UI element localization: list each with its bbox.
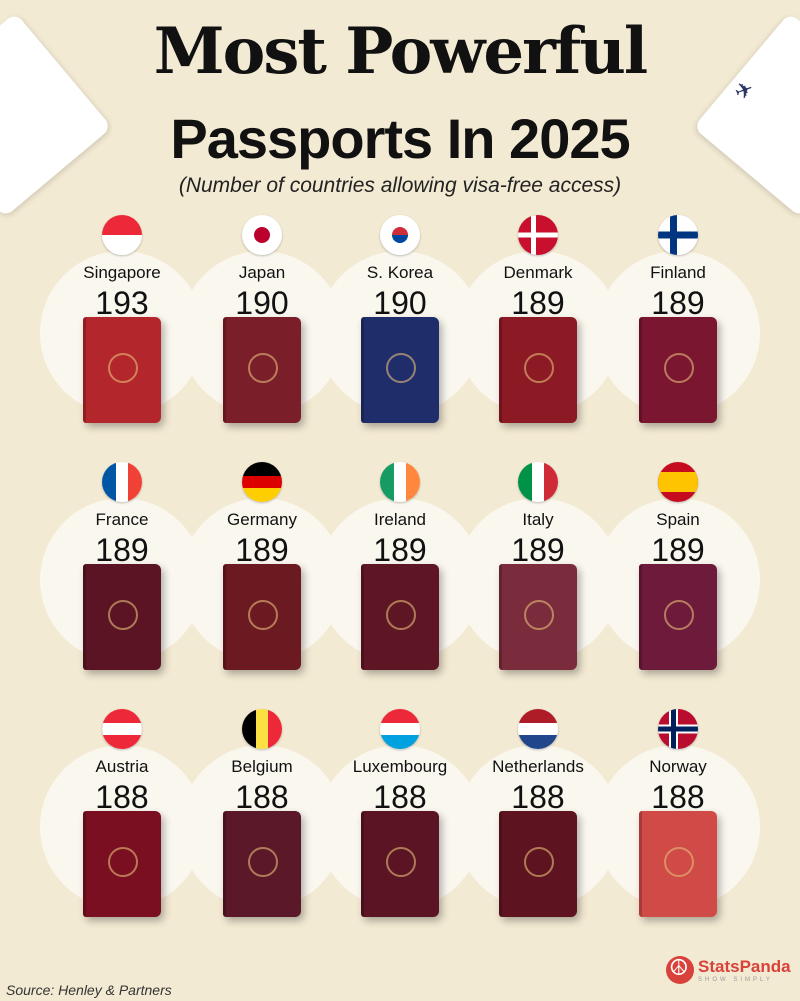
- passport-image: [83, 317, 161, 423]
- brand-name: StatsPanda: [698, 957, 791, 976]
- country-name: Germany: [227, 510, 297, 529]
- coat-of-arms-icon: [108, 600, 138, 630]
- coat-of-arms-icon: [248, 353, 278, 383]
- netherlands-flag-icon: [518, 709, 558, 749]
- visa-free-count: 189: [235, 532, 289, 568]
- coat-of-arms-icon: [524, 600, 554, 630]
- france-flag-icon: [102, 462, 142, 502]
- visa-free-count: 193: [95, 285, 149, 321]
- italy-flag-icon: [518, 462, 558, 502]
- country-name: Spain: [656, 510, 700, 529]
- brand-tagline: SHOW SIMPLY: [698, 977, 773, 983]
- panda-logo-icon: [666, 955, 694, 984]
- germany-flag-icon: [242, 462, 282, 502]
- source-note: Source: Henley & Partners: [6, 982, 172, 998]
- country-name: Italy: [522, 510, 554, 529]
- visa-free-count: 188: [511, 779, 565, 815]
- passport-card-ireland: Ireland 189: [318, 462, 482, 702]
- passport-image: [639, 564, 717, 670]
- country-name: Norway: [649, 757, 707, 776]
- norway-flag-icon: [658, 709, 698, 749]
- coat-of-arms-icon: [524, 847, 554, 877]
- passport-image: [499, 317, 577, 423]
- country-name: Finland: [650, 263, 706, 282]
- country-name: Denmark: [503, 263, 573, 282]
- coat-of-arms-icon: [108, 847, 138, 877]
- finland-flag-icon: [658, 215, 698, 255]
- passport-card-norway: Norway 188: [596, 709, 760, 949]
- visa-free-count: 189: [651, 532, 705, 568]
- passport-image: [361, 811, 439, 917]
- passport-card-germany: Germany 189: [180, 462, 344, 702]
- country-name: Austria: [95, 757, 149, 776]
- coat-of-arms-icon: [386, 847, 416, 877]
- visa-free-count: 188: [235, 779, 289, 815]
- brand-logo: StatsPanda SHOW SIMPLY: [666, 955, 791, 984]
- coat-of-arms-icon: [664, 600, 694, 630]
- coat-of-arms-icon: [664, 847, 694, 877]
- visa-free-count: 190: [235, 285, 289, 321]
- passport-image: [223, 811, 301, 917]
- country-name: Ireland: [374, 510, 426, 529]
- south-korea-flag-icon: [380, 215, 420, 255]
- passport-card-luxembourg: Luxembourg 188: [318, 709, 482, 949]
- visa-free-count: 188: [373, 779, 427, 815]
- passport-card-italy: Italy 189: [456, 462, 620, 702]
- coat-of-arms-icon: [664, 353, 694, 383]
- passport-image: [499, 811, 577, 917]
- visa-free-count: 190: [373, 285, 427, 321]
- country-name: France: [95, 510, 149, 529]
- coat-of-arms-icon: [386, 353, 416, 383]
- passport-card-denmark: Denmark 189: [456, 215, 620, 455]
- passport-image: [499, 564, 577, 670]
- luxembourg-flag-icon: [380, 709, 420, 749]
- country-name: Singapore: [83, 263, 161, 282]
- passport-image: [361, 317, 439, 423]
- japan-flag-icon: [242, 215, 282, 255]
- passport-image: [83, 564, 161, 670]
- visa-free-count: 189: [511, 285, 565, 321]
- subtitle: (Number of countries allowing visa-free …: [178, 174, 622, 197]
- spain-flag-icon: [658, 462, 698, 502]
- country-name: Belgium: [231, 757, 293, 776]
- country-name: Netherlands: [492, 757, 584, 776]
- passport-image: [223, 317, 301, 423]
- visa-free-count: 189: [95, 532, 149, 568]
- passport-card-spain: Spain 189: [596, 462, 760, 702]
- page-title-line2: Passports In 2025: [170, 107, 630, 170]
- passport-card-belgium: Belgium 188: [180, 709, 344, 949]
- visa-free-count: 188: [651, 779, 705, 815]
- visa-free-count: 189: [373, 532, 427, 568]
- passport-card-south-korea: S. Korea 190: [318, 215, 482, 455]
- country-name: S. Korea: [366, 263, 434, 282]
- passport-image: [223, 564, 301, 670]
- passport-card-france: France 189: [40, 462, 204, 702]
- visa-free-count: 189: [511, 532, 565, 568]
- coat-of-arms-icon: [386, 600, 416, 630]
- singapore-flag-icon: [102, 215, 142, 255]
- denmark-flag-icon: [518, 215, 558, 255]
- passport-card-japan: Japan 190: [180, 215, 344, 455]
- country-name: Luxembourg: [352, 757, 448, 776]
- passport-image: [83, 811, 161, 917]
- page-title: Most Powerful: [153, 14, 648, 89]
- visa-free-count: 189: [651, 285, 705, 321]
- austria-flag-icon: [102, 709, 142, 749]
- passport-image: [361, 564, 439, 670]
- passport-card-singapore: Singapore 193: [40, 215, 204, 455]
- country-name: Japan: [238, 263, 286, 282]
- coat-of-arms-icon: [248, 847, 278, 877]
- coat-of-arms-icon: [524, 353, 554, 383]
- passport-card-austria: Austria 188: [40, 709, 204, 949]
- coat-of-arms-icon: [108, 353, 138, 383]
- passport-image: [639, 811, 717, 917]
- coat-of-arms-icon: [248, 600, 278, 630]
- visa-free-count: 188: [95, 779, 149, 815]
- belgium-flag-icon: [242, 709, 282, 749]
- passport-card-netherlands: Netherlands 188: [456, 709, 620, 949]
- passport-card-finland: Finland 189: [596, 215, 760, 455]
- passport-image: [639, 317, 717, 423]
- ireland-flag-icon: [380, 462, 420, 502]
